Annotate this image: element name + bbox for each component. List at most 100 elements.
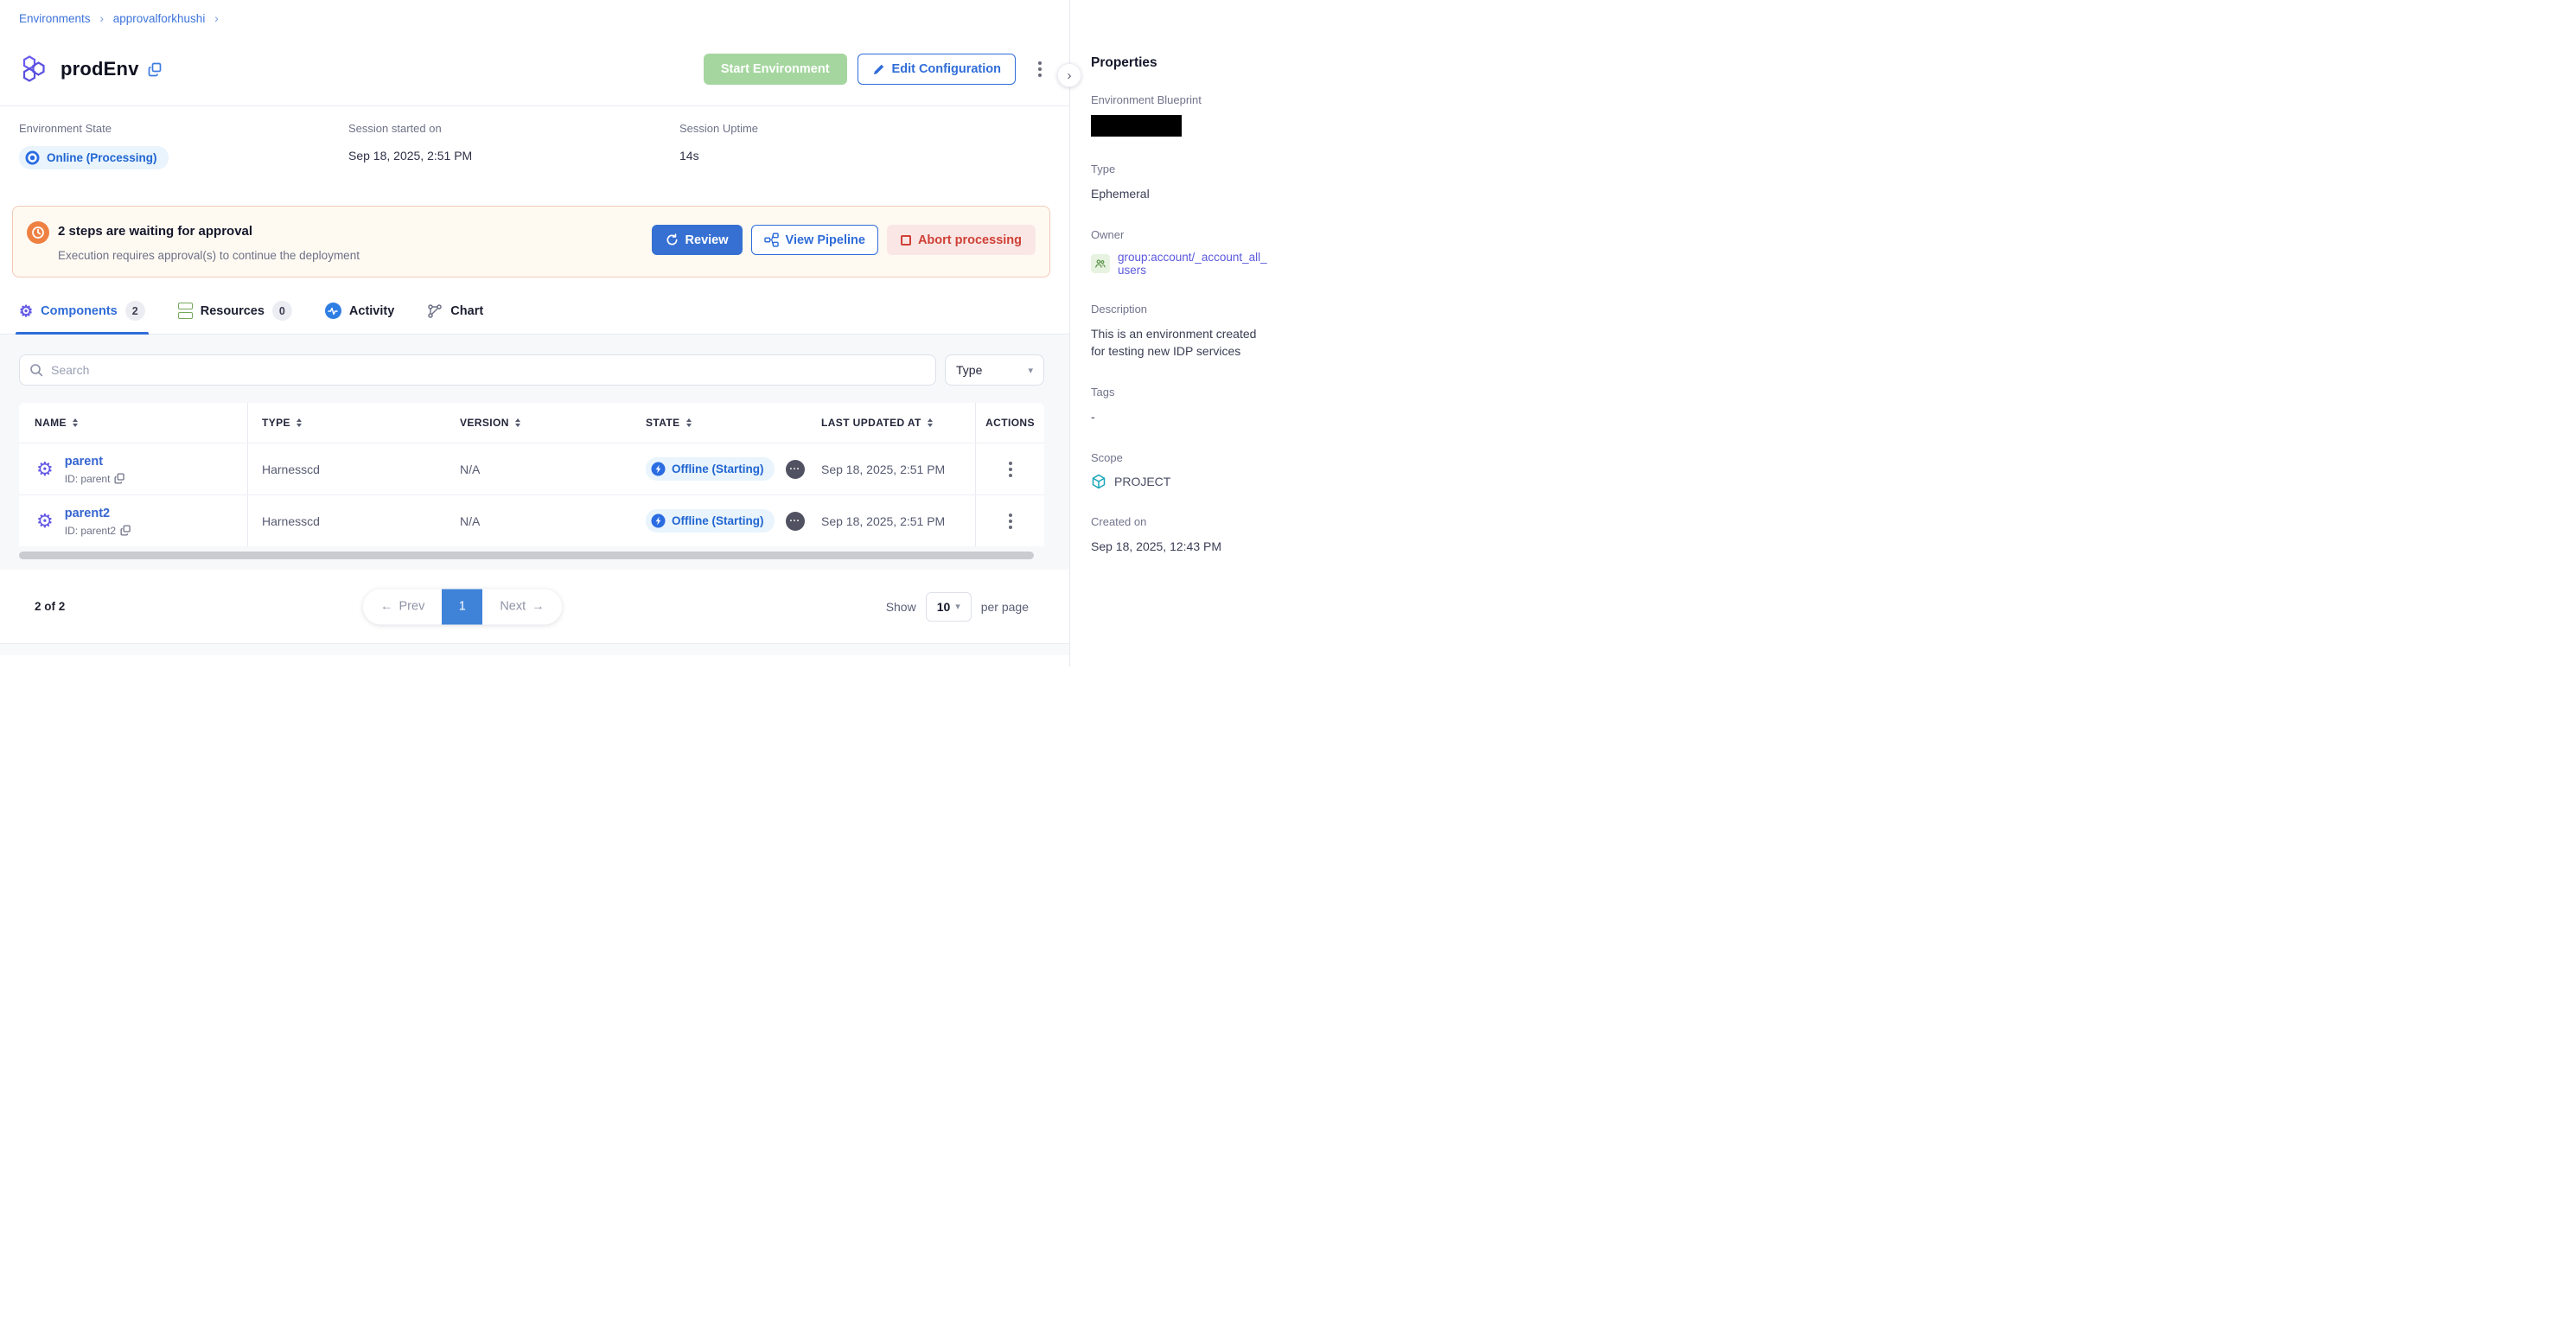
component-last-updated: Sep 18, 2025, 2:51 PM	[821, 462, 946, 476]
components-count-badge: 2	[124, 301, 145, 321]
tab-bar: ⚙ Components 2 Resources 0 Activity	[0, 301, 1069, 335]
group-users-icon	[1091, 254, 1110, 273]
prev-page-button[interactable]: ← Prev	[363, 589, 443, 624]
environment-hexagon-icon	[19, 54, 50, 85]
horizontal-scrollbar[interactable]	[19, 552, 1034, 559]
approval-banner: 2 steps are waiting for approval Executi…	[12, 206, 1050, 277]
component-last-updated: Sep 18, 2025, 2:51 PM	[821, 513, 946, 528]
pagination-count: 2 of 2	[35, 600, 66, 613]
component-id: ID: parent2	[65, 525, 131, 537]
scope-cube-icon	[1091, 474, 1106, 489]
type-filter-dropdown[interactable]: Type ▾	[945, 354, 1044, 386]
online-status-icon	[25, 150, 40, 165]
edit-configuration-button[interactable]: Edit Configuration	[857, 54, 1016, 85]
environment-overview: Environment State Online (Processing) Se…	[0, 106, 1069, 169]
description-value: This is an environment created for testi…	[1091, 327, 1257, 358]
search-icon	[29, 363, 43, 377]
pipeline-icon	[763, 233, 779, 247]
current-page-button[interactable]: 1	[442, 589, 483, 624]
components-content: Type ▾ NAME TYPE VERSION STATE LAST UPDA…	[0, 335, 1069, 570]
table-row: ⚙ parent2 ID: parent2 Harnesscd N/A	[19, 494, 1044, 546]
created-on-label: Created on	[1091, 515, 1147, 528]
owner-group-link[interactable]: group:account/_account_all_users	[1118, 251, 1267, 277]
session-started-value: Sep 18, 2025, 2:51 PM	[348, 149, 473, 163]
component-state-badge: Offline (Starting)	[646, 457, 775, 481]
component-state-badge: Offline (Starting)	[646, 509, 775, 533]
chart-flow-icon	[427, 303, 443, 319]
environment-state-label: Environment State	[19, 122, 112, 135]
next-page-button[interactable]: Next →	[482, 589, 562, 624]
gear-icon: ⚙	[36, 457, 54, 480]
blueprint-value-redacted	[1091, 115, 1182, 137]
show-label: Show	[885, 599, 916, 614]
scope-value: PROJECT	[1114, 475, 1171, 488]
stop-square-icon	[900, 234, 911, 246]
resources-count-badge: 0	[271, 301, 292, 321]
tab-chart[interactable]: Chart	[427, 301, 483, 334]
collapse-panel-button[interactable]: ›	[1057, 63, 1081, 87]
properties-title: Properties	[1091, 55, 1157, 70]
copy-title-icon[interactable]	[148, 62, 163, 77]
tab-components[interactable]: ⚙ Components 2	[16, 301, 149, 335]
column-header-last-updated[interactable]: LAST UPDATED AT	[807, 417, 975, 429]
more-options-icon[interactable]	[1030, 54, 1050, 84]
column-header-state[interactable]: STATE	[632, 417, 807, 429]
resources-icon	[177, 303, 193, 319]
pencil-icon	[872, 63, 885, 76]
sort-icon	[514, 418, 520, 427]
gear-icon: ⚙	[19, 302, 34, 320]
per-page-label: per page	[980, 599, 1029, 614]
row-actions-icon[interactable]	[1000, 455, 1021, 484]
page-size-dropdown[interactable]: 10 ▾	[925, 591, 972, 622]
view-pipeline-button[interactable]: View Pipeline	[750, 225, 878, 255]
activity-pulse-icon	[324, 303, 341, 319]
column-header-actions: ACTIONS	[975, 403, 1044, 443]
component-version: N/A	[460, 462, 481, 476]
session-started-label: Session started on	[348, 122, 442, 135]
pagination-pill: ← Prev 1 Next →	[363, 589, 562, 624]
review-button[interactable]: Review	[651, 225, 743, 255]
bottom-strip	[0, 643, 1069, 655]
session-uptime-label: Session Uptime	[679, 122, 759, 135]
sort-icon	[927, 418, 933, 427]
component-name-link[interactable]: parent2	[64, 506, 111, 520]
sort-icon	[296, 418, 302, 427]
approval-banner-subtitle: Execution requires approval(s) to contin…	[58, 249, 360, 262]
tags-value: -	[1091, 410, 1095, 424]
description-label: Description	[1091, 303, 1148, 316]
type-value: Ephemeral	[1091, 187, 1150, 201]
refresh-icon	[666, 233, 679, 246]
session-uptime-value: 14s	[679, 149, 699, 163]
row-actions-icon[interactable]	[1000, 507, 1021, 536]
tab-activity[interactable]: Activity	[324, 301, 394, 334]
start-environment-button[interactable]: Start Environment	[703, 54, 847, 85]
search-input[interactable]	[51, 363, 926, 377]
breadcrumb-environment-link[interactable]: approvalforkhushi	[112, 12, 206, 25]
sort-icon	[72, 418, 78, 427]
page-header: prodEnv Start Environment Edit Configura…	[0, 33, 1069, 106]
blueprint-label: Environment Blueprint	[1091, 93, 1202, 106]
copy-id-icon[interactable]	[114, 473, 125, 484]
copy-id-icon[interactable]	[120, 525, 131, 536]
tags-label: Tags	[1091, 386, 1115, 399]
column-header-type[interactable]: TYPE	[248, 417, 446, 429]
components-table: NAME TYPE VERSION STATE LAST UPDATED AT …	[19, 403, 1044, 546]
component-name-link[interactable]: parent	[64, 454, 104, 469]
owner-label: Owner	[1091, 228, 1125, 241]
gear-icon: ⚙	[36, 509, 54, 532]
breadcrumb-environments-link[interactable]: Environments	[19, 12, 91, 25]
pagination-bar: 2 of 2 ← Prev 1 Next → Show 10 ▾ per pag…	[0, 570, 1069, 643]
properties-panel: Properties Environment Blueprint Type Ep…	[1069, 0, 1288, 666]
column-header-name[interactable]: NAME	[19, 403, 248, 443]
page-title: prodEnv	[61, 58, 139, 80]
abort-processing-button[interactable]: Abort processing	[886, 225, 1036, 255]
chevron-down-icon: ▾	[955, 602, 960, 612]
breadcrumb: Environments › approvalforkhushi ›	[0, 0, 1069, 33]
tab-resources[interactable]: Resources 0	[177, 301, 292, 334]
processing-ellipsis-icon[interactable]: ...	[785, 459, 805, 479]
column-header-version[interactable]: VERSION	[446, 417, 632, 429]
processing-ellipsis-icon[interactable]: ...	[785, 511, 805, 531]
environment-state-badge: Online (Processing)	[19, 146, 169, 169]
arrow-left-icon: ←	[380, 599, 393, 614]
type-label: Type	[1091, 163, 1116, 175]
